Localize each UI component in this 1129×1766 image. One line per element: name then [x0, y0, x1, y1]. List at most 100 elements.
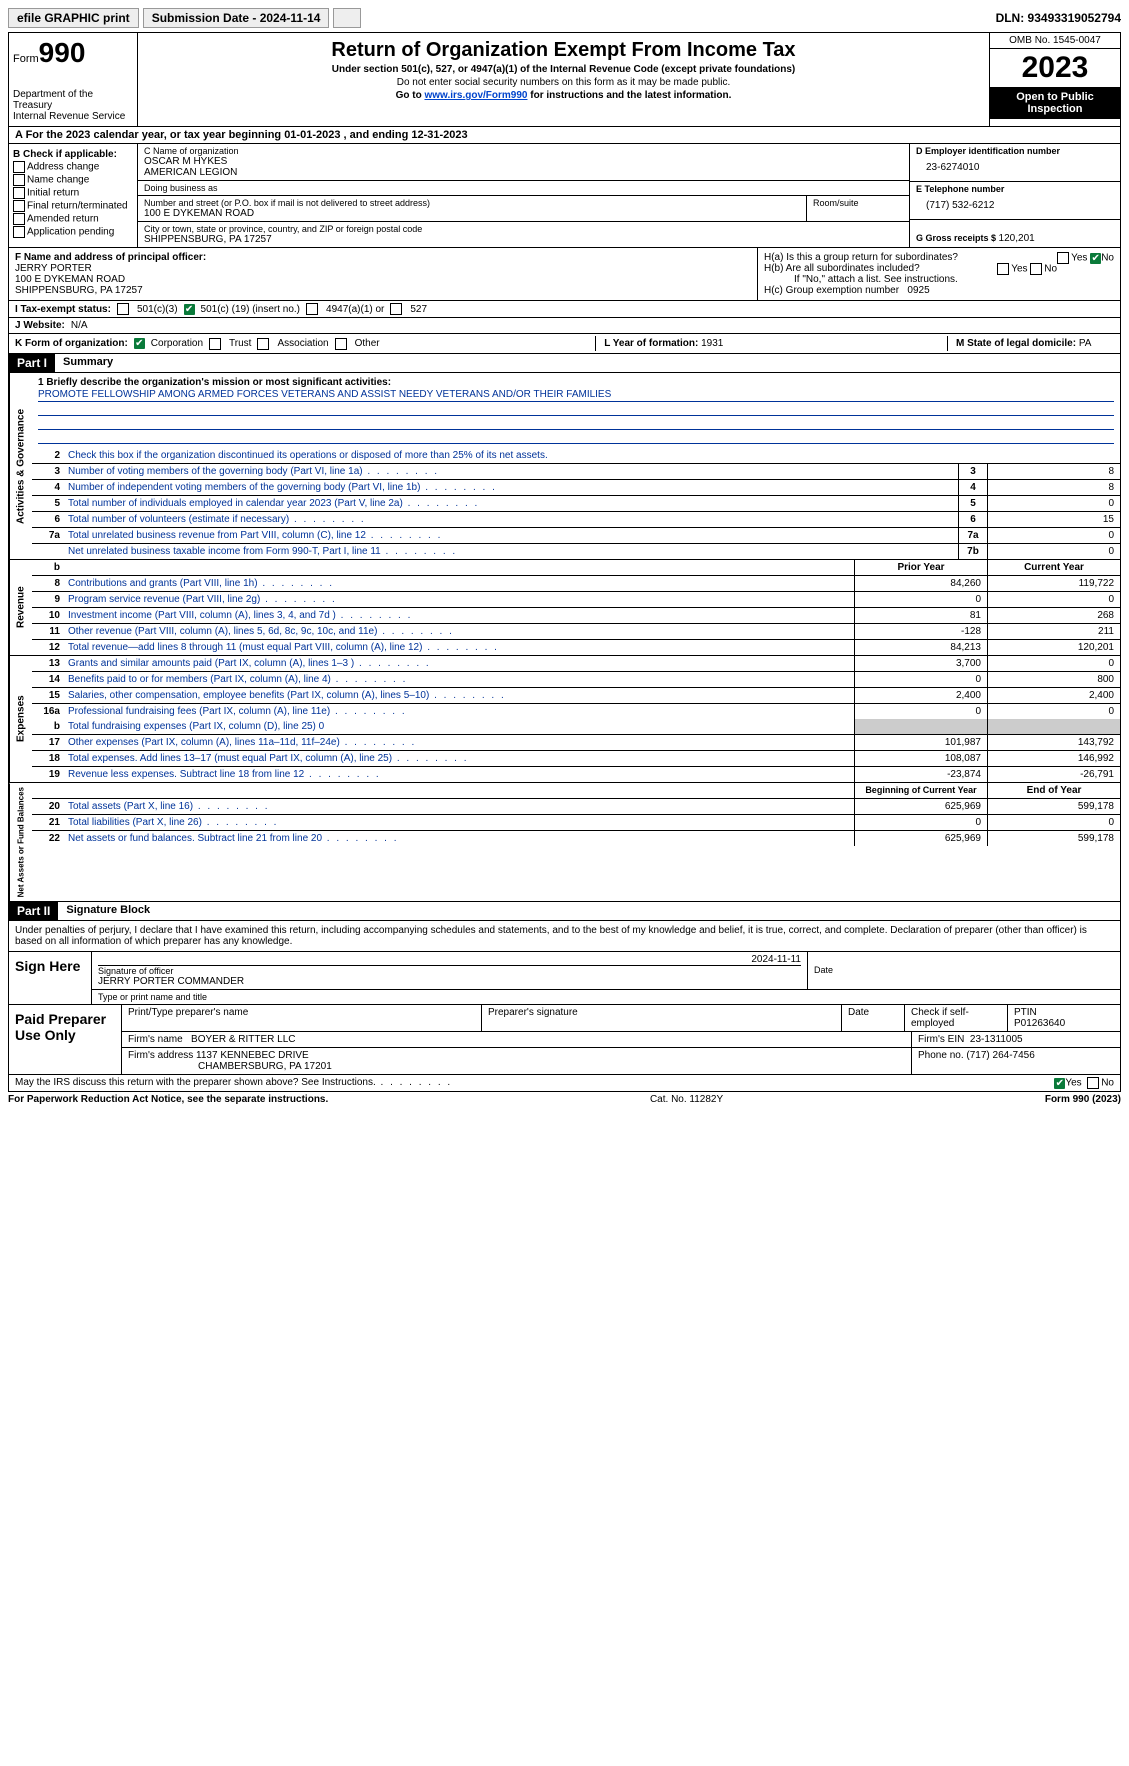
status-label: I Tax-exempt status:: [15, 304, 111, 315]
addr-value: 100 E DYKEMAN ROAD: [144, 208, 800, 219]
chk-501c[interactable]: ✔: [184, 304, 195, 315]
city-cell: City or town, state or province, country…: [138, 222, 909, 247]
website-value: N/A: [71, 320, 88, 331]
opt-trust: Trust: [229, 338, 251, 349]
side-rev: Revenue: [9, 560, 32, 655]
summary-ag: Activities & Governance 1 Briefly descri…: [8, 373, 1121, 560]
ein-value: 23-6274010: [916, 156, 1114, 179]
subtitle-3: Go to www.irs.gov/Form990 for instructio…: [142, 90, 985, 101]
ha-row: H(a) Is this a group return for subordin…: [764, 252, 1114, 263]
section-f: F Name and address of principal officer:…: [9, 248, 757, 300]
form-title: Return of Organization Exempt From Incom…: [142, 39, 985, 62]
section-bcdehg: B Check if applicable: Address change Na…: [8, 144, 1121, 248]
discuss-no-chk[interactable]: [1087, 1077, 1099, 1089]
subtitle-1: Under section 501(c), 527, or 4947(a)(1)…: [142, 64, 985, 75]
col-de: D Employer identification number 23-6274…: [909, 144, 1120, 247]
room-cell: Room/suite: [806, 196, 909, 222]
irs-link[interactable]: www.irs.gov/Form990: [424, 90, 527, 101]
org-name-label: C Name of organization: [144, 146, 903, 156]
omb-number: OMB No. 1545-0047: [990, 33, 1120, 49]
chk-corp[interactable]: ✔: [134, 338, 145, 349]
part1-title: Summary: [55, 354, 121, 372]
form-number: 990: [39, 37, 86, 68]
sum-line-18: 18Total expenses. Add lines 13–17 (must …: [32, 751, 1120, 767]
ptin-cell: PTINP01263640: [1008, 1005, 1120, 1031]
blank-btn: [333, 8, 361, 28]
side-ag: Activities & Governance: [9, 373, 32, 559]
opt-527: 527: [410, 304, 427, 315]
sum-line-7a: 7aTotal unrelated business revenue from …: [32, 528, 1120, 544]
footer-left: For Paperwork Reduction Act Notice, see …: [8, 1094, 328, 1105]
sum-line-5: 5Total number of individuals employed in…: [32, 496, 1120, 512]
side-exp: Expenses: [9, 656, 32, 782]
chk-trust[interactable]: [209, 338, 221, 350]
prep-name-lbl: Print/Type preparer's name: [122, 1005, 482, 1031]
addr-cell: Number and street (or P.O. box if mail i…: [138, 196, 806, 222]
prep-row2: Firm's name BOYER & RITTER LLC Firm's EI…: [122, 1032, 1120, 1048]
part2-header: Part II Signature Block: [8, 902, 1121, 921]
summary-exp: Expenses 13Grants and similar amounts pa…: [8, 656, 1121, 783]
dln: DLN: 93493319052794: [996, 11, 1121, 25]
chk-app-pending[interactable]: Application pending: [13, 226, 133, 238]
sum-line-22: 22Net assets or fund balances. Subtract …: [32, 831, 1120, 846]
footer-right: Form 990 (2023): [1045, 1094, 1121, 1105]
sum-line-20: 20Total assets (Part X, line 16)625,9695…: [32, 799, 1120, 815]
state-domicile: M State of legal domicile: PA: [947, 336, 1114, 351]
firm-name: BOYER & RITTER LLC: [191, 1034, 295, 1045]
chk-final-return[interactable]: Final return/terminated: [13, 200, 133, 212]
chk-501c3[interactable]: [117, 303, 129, 315]
officer-name: JERRY PORTER: [15, 263, 751, 274]
city-value: SHIPPENSBURG, PA 17257: [144, 234, 903, 245]
opt-4947: 4947(a)(1) or: [326, 304, 384, 315]
chk-other[interactable]: [335, 338, 347, 350]
gross-value: 120,201: [999, 233, 1035, 244]
chk-527[interactable]: [390, 303, 402, 315]
sum-line-15: 15Salaries, other compensation, employee…: [32, 688, 1120, 704]
col-b-checkboxes: B Check if applicable: Address change Na…: [9, 144, 138, 247]
chk-name-change[interactable]: Name change: [13, 174, 133, 186]
dept-irs: Internal Revenue Service: [13, 111, 133, 122]
prep-date-lbl: Date: [842, 1005, 905, 1031]
header-mid: Return of Organization Exempt From Incom…: [138, 33, 989, 126]
sum-line-4: 4Number of independent voting members of…: [32, 480, 1120, 496]
prep-row3: Firm's address 1137 KENNEBEC DRIVECHAMBE…: [122, 1048, 1120, 1074]
section-fh: F Name and address of principal officer:…: [8, 248, 1121, 301]
org-name-cell: C Name of organization OSCAR M HYKES AME…: [138, 144, 909, 181]
chk-assoc[interactable]: [257, 338, 269, 350]
discuss-yes-chk[interactable]: ✔: [1054, 1078, 1065, 1089]
goto-pre: Go to: [396, 90, 425, 101]
subtitle-2: Do not enter social security numbers on …: [142, 77, 985, 88]
chk-address-change[interactable]: Address change: [13, 161, 133, 173]
signature-block: Under penalties of perjury, I declare th…: [8, 921, 1121, 1075]
opt-assoc: Association: [277, 338, 328, 349]
sum-line-7b: Net unrelated business taxable income fr…: [32, 544, 1120, 559]
chk-4947[interactable]: [306, 303, 318, 315]
line-2: 2Check this box if the organization disc…: [32, 448, 1120, 464]
prep-check-lbl: Check if self-employed: [905, 1005, 1008, 1031]
form-header: Form990 Department of the Treasury Inter…: [8, 32, 1121, 127]
sum-line-19: 19Revenue less expenses. Subtract line 1…: [32, 767, 1120, 782]
chk-initial-return[interactable]: Initial return: [13, 187, 133, 199]
submission-date: Submission Date - 2024-11-14: [143, 8, 330, 28]
type-name-label: Type or print name and title: [92, 990, 1120, 1004]
ein-cell: D Employer identification number 23-6274…: [910, 144, 1120, 182]
mission-text: PROMOTE FELLOWSHIP AMONG ARMED FORCES VE…: [38, 388, 1114, 402]
opt-corp: Corporation: [151, 338, 203, 349]
sum-line-10: 10Investment income (Part VIII, column (…: [32, 608, 1120, 624]
dept-treasury: Department of the Treasury: [13, 89, 133, 111]
chk-amended[interactable]: Amended return: [13, 213, 133, 225]
section-h: H(a) Is this a group return for subordin…: [757, 248, 1120, 300]
form-org-row: K Form of organization: ✔ Corporation Tru…: [8, 334, 1121, 354]
gross-label: G Gross receipts $: [916, 233, 999, 243]
firm-addr2: CHAMBERSBURG, PA 17201: [128, 1061, 332, 1072]
efile-button[interactable]: efile GRAPHIC print: [8, 8, 139, 28]
paid-preparer-row: Paid Preparer Use Only Print/Type prepar…: [9, 1004, 1120, 1074]
form-org-label: K Form of organization:: [15, 338, 128, 349]
part2-bar: Part II: [9, 902, 58, 920]
website-label: J Website:: [15, 320, 65, 331]
row-a-tax-year: A For the 2023 calendar year, or tax yea…: [8, 127, 1121, 144]
part1-bar: Part I: [9, 354, 55, 372]
status-row: I Tax-exempt status: 501(c)(3) ✔501(c) (…: [8, 301, 1121, 318]
phone-value: (717) 532-6212: [916, 194, 1114, 217]
sum-line-17: 17Other expenses (Part IX, column (A), l…: [32, 735, 1120, 751]
